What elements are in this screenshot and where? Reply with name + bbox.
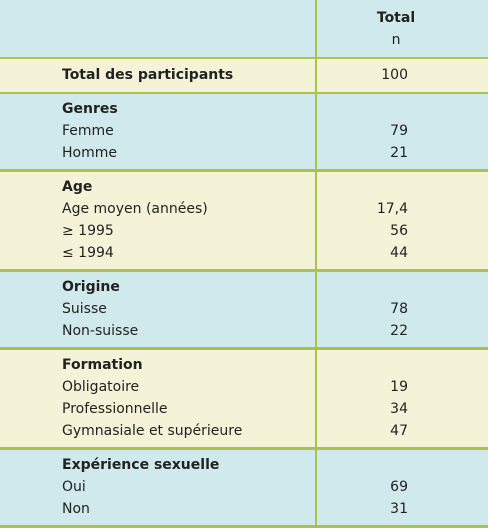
column-divider [315, 0, 317, 528]
separator [0, 447, 488, 450]
row-label: Professionnelle [62, 401, 168, 417]
separator [0, 57, 488, 59]
row-value: 78 [390, 301, 408, 317]
row-label: ≤ 1994 [62, 245, 114, 261]
row-value: 44 [390, 245, 408, 261]
row-value: 79 [390, 123, 408, 139]
separator [0, 269, 488, 272]
row-band [0, 60, 488, 92]
row-value: 56 [390, 223, 408, 239]
section-title: Formation [62, 357, 143, 373]
separator [0, 169, 488, 172]
header-n: n [391, 32, 401, 48]
row-label: Obligatoire [62, 379, 140, 395]
row-label: Oui [62, 479, 86, 495]
row-value: 17,4 [376, 201, 408, 217]
row-value: 31 [390, 501, 408, 517]
section-title: Age [62, 179, 93, 195]
row-label: Homme [62, 145, 117, 161]
separator [0, 92, 488, 94]
row-label: Femme [62, 123, 114, 139]
section-band [0, 94, 488, 169]
row-value: 47 [390, 423, 408, 439]
header-band [0, 0, 488, 57]
row-value: 69 [390, 479, 408, 495]
separator [0, 525, 488, 528]
row-label: Age moyen (années) [62, 201, 208, 217]
row-label: Non-suisse [62, 323, 139, 339]
header-total: Total [376, 10, 416, 26]
row-value: 19 [390, 379, 408, 395]
section-band [0, 450, 488, 525]
section-title: Expérience sexuelle [62, 457, 220, 473]
row-label: Total des participants [62, 67, 234, 83]
section-band [0, 350, 488, 447]
row-value: 34 [390, 401, 408, 417]
row-label: ≥ 1995 [62, 223, 114, 239]
section-title: Genres [62, 101, 118, 117]
row-value: 100 [381, 67, 408, 83]
row-label: Non [62, 501, 90, 517]
separator [0, 347, 488, 350]
section-title: Origine [62, 279, 120, 295]
section-band [0, 272, 488, 347]
section-band [0, 172, 488, 269]
row-value: 22 [390, 323, 408, 339]
row-value: 21 [390, 145, 408, 161]
row-label: Suisse [62, 301, 107, 317]
row-label: Gymnasiale et supérieure [62, 423, 243, 439]
